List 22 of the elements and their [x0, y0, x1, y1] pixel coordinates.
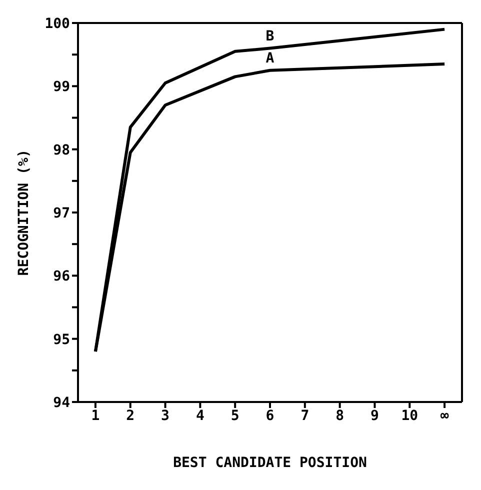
y-axis-title: RECOGNITION (%): [16, 149, 32, 276]
x-tick-label: 5: [230, 408, 240, 424]
y-tick-label: 95: [53, 332, 70, 348]
x-tick-label: 2: [126, 408, 135, 424]
y-tick-label: 96: [53, 268, 70, 285]
x-tick-label: ∞: [440, 408, 450, 424]
x-tick-label: 1: [91, 408, 100, 424]
y-tick-label: 97: [53, 205, 70, 222]
x-tick-label: 3: [161, 408, 170, 424]
y-tick-label: 94: [53, 394, 70, 411]
y-tick-label: 99: [53, 79, 70, 96]
x-tick-label: 6: [266, 408, 274, 424]
x-tick-label: 8: [336, 408, 344, 424]
x-tick-label: 9: [370, 408, 379, 424]
y-tick-label: 98: [53, 142, 70, 158]
y-tick-label: 100: [44, 16, 70, 32]
x-tick-label: 10: [401, 408, 418, 424]
x-axis-title: BEST CANDIDATE POSITION: [173, 454, 367, 471]
series-label: B: [266, 28, 274, 44]
x-tick-label: 7: [300, 408, 310, 424]
x-tick-label: 4: [196, 408, 204, 424]
series-label: A: [266, 50, 275, 66]
